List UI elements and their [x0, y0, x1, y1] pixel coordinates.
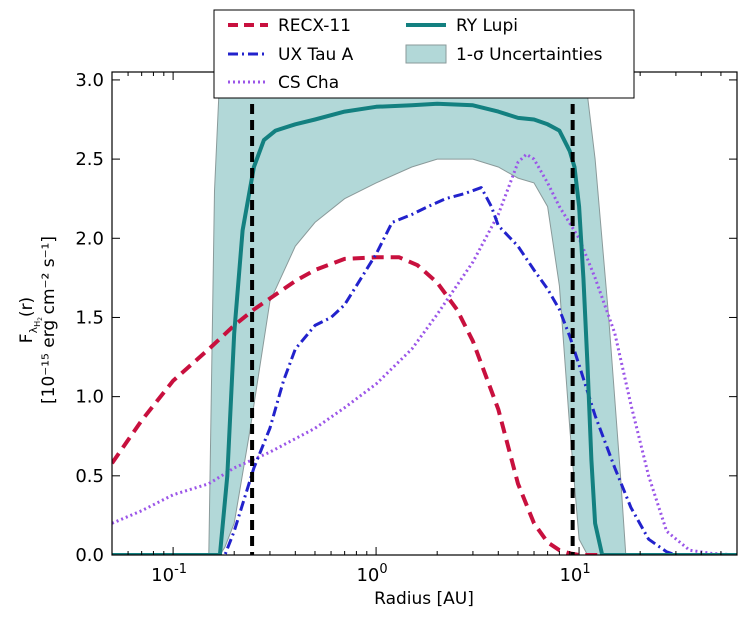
y-tick-label: 0.5: [75, 466, 104, 487]
series-line-ux-tau-a: [112, 186, 737, 555]
legend-label-rylupi: RY Lupi: [456, 16, 518, 36]
legend-label-uncertainties: 1-σ Uncertainties: [456, 45, 603, 65]
legend: RECX-11 UX Tau A CS Cha RY Lupi 1-σ Unce…: [213, 9, 635, 99]
x-axis-label: Radius [AU]: [374, 589, 474, 609]
y-axis-label: FλH2(r) [10⁻¹⁵ erg cm⁻² s⁻¹]: [17, 236, 59, 404]
series-line-ry-lupi: [112, 101, 737, 555]
y-tick-label: 2.0: [75, 228, 104, 249]
y-tick-label: 2.5: [75, 149, 104, 170]
y-label-f: F: [17, 333, 37, 343]
legend-label-cscha: CS Cha: [278, 73, 339, 93]
legend-swatch-uncertainties: [405, 44, 447, 64]
y-tick-label: 1.0: [75, 387, 104, 408]
x-tick-label: 100: [356, 562, 387, 586]
y-tick-label: 0.0: [75, 545, 104, 566]
y-tick-label: 3.0: [75, 70, 104, 91]
series-line-recx-11: [112, 255, 737, 555]
uncertainty-band: [208, 72, 627, 555]
y-label-sub-h: H: [33, 321, 42, 327]
plot-data-layer: [112, 72, 737, 555]
y-label-sub-2: 2: [37, 317, 44, 321]
legend-label-recx11: RECX-11: [278, 16, 351, 36]
x-tick-label: 101: [559, 562, 590, 586]
svg-text:FλH2(r): FλH2(r): [17, 297, 44, 343]
series-line-cs-cha: [112, 152, 737, 555]
y-tick-label: 1.5: [75, 307, 104, 328]
legend-label-uxtaua: UX Tau A: [278, 45, 354, 65]
y-label-tail: (r): [17, 297, 37, 317]
y-label-sub-lambda: λ: [27, 326, 40, 333]
ticks-layer: 0.0 0.5 1.0 1.5 2.0 2.5 3.0 10-1 100 101: [75, 70, 738, 586]
x-tick-label: 10-1: [151, 562, 187, 586]
y-label-units: [10⁻¹⁵ erg cm⁻² s⁻¹]: [39, 236, 59, 404]
